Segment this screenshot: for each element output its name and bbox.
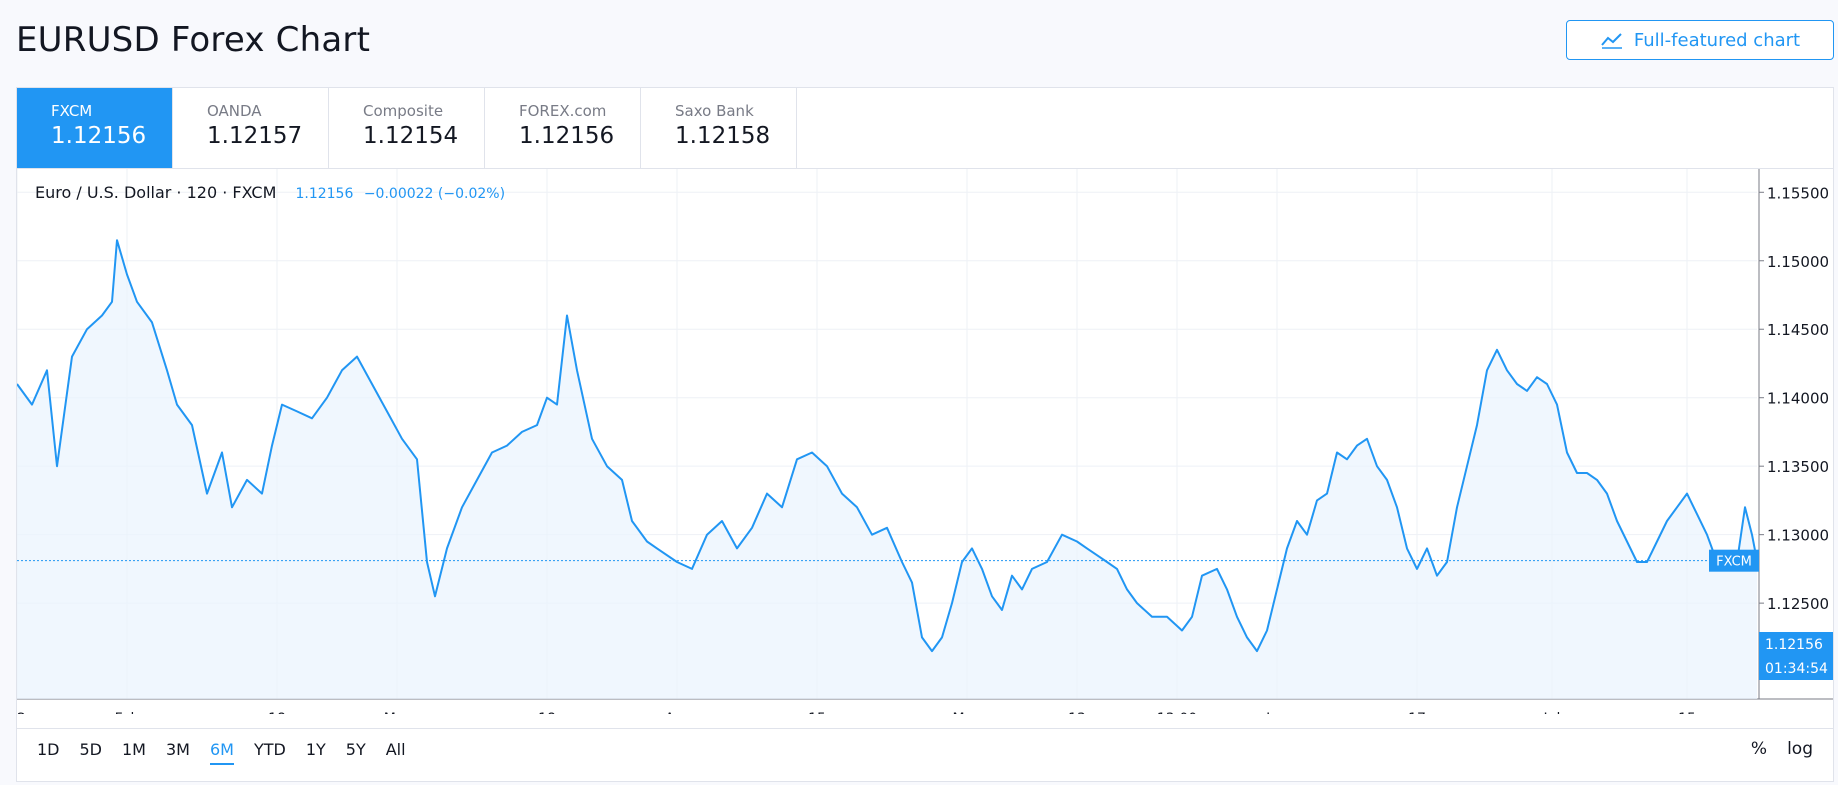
tab-source-label: Composite bbox=[363, 102, 444, 120]
tab-price: 1.12154 bbox=[363, 123, 459, 149]
x-tick-label: 18 bbox=[538, 711, 556, 714]
tab-saxo-bank[interactable]: Saxo Bank 1.12158 bbox=[641, 88, 797, 168]
tab-price: 1.12156 bbox=[519, 123, 615, 149]
y-tick-label: 1.14000 bbox=[1767, 390, 1829, 408]
x-tick-label: Mar bbox=[384, 711, 411, 714]
x-tick-label: 17 bbox=[1408, 711, 1426, 714]
tab-forex-com[interactable]: FOREX.com 1.12156 bbox=[485, 88, 641, 168]
countdown-tag bbox=[1759, 656, 1833, 680]
range-3m[interactable]: 3M bbox=[165, 739, 190, 759]
source-tabs: FXCM 1.12156 OANDA 1.12157 Composite 1.1… bbox=[17, 88, 797, 168]
x-tick-label: 15 bbox=[808, 711, 826, 714]
legend-symbol: Euro / U.S. Dollar · 120 · FXCM bbox=[35, 183, 277, 202]
y-tick-label: 1.15500 bbox=[1767, 184, 1829, 202]
series-area-fxcm bbox=[17, 240, 1757, 699]
y-tick-label: 1.14500 bbox=[1767, 321, 1829, 339]
tab-price: 1.12156 bbox=[51, 123, 147, 149]
series-line-fxcm bbox=[17, 239, 1758, 653]
chart-legend: Euro / U.S. Dollar · 120 · FXCM 1.12156 … bbox=[35, 183, 511, 202]
tab-fxcm[interactable]: FXCM 1.12156 bbox=[17, 88, 173, 168]
full-featured-chart-button[interactable]: Full-featured chart bbox=[1566, 20, 1834, 60]
range-all[interactable]: All bbox=[385, 739, 406, 759]
current-price-label: 1.12156 bbox=[1765, 637, 1823, 653]
page-title: EURUSD Forex Chart bbox=[16, 20, 371, 60]
current-price-tag bbox=[1759, 632, 1833, 656]
y-tick-label: 1.13000 bbox=[1767, 527, 1829, 545]
timeframe-toolbar: 1D 5D 1M 3M 6M YTD 1Y 5Y All % log bbox=[17, 728, 1833, 769]
price-chart[interactable]: 1.15500 1.15000 1.14500 1.14000 1.13500 1.130… bbox=[17, 169, 1833, 714]
x-tick-label: 15 bbox=[1678, 711, 1696, 714]
tab-source-label: FXCM bbox=[51, 102, 93, 120]
full-featured-chart-label: Full-featured chart bbox=[1633, 29, 1801, 51]
percent-scale-toggle[interactable]: % bbox=[1750, 739, 1768, 759]
range-1d[interactable]: 1D bbox=[37, 739, 60, 759]
series-marker-badge bbox=[1709, 549, 1759, 572]
log-scale-toggle[interactable]: log bbox=[1787, 739, 1813, 759]
scale-options: % log bbox=[1751, 729, 1833, 769]
x-tick-label: 18 bbox=[268, 711, 286, 714]
x-tick-label: Feb bbox=[115, 711, 140, 714]
y-tick-label: 1.15000 bbox=[1767, 253, 1829, 271]
range-5y[interactable]: 5Y bbox=[345, 739, 366, 759]
tab-price: 1.12157 bbox=[207, 123, 303, 149]
tab-oanda[interactable]: OANDA 1.12157 bbox=[173, 88, 329, 168]
x-tick-label: Jul bbox=[1543, 711, 1561, 714]
tab-price: 1.12158 bbox=[675, 123, 771, 149]
countdown-label: 01:34:54 bbox=[1765, 661, 1828, 677]
range-1y[interactable]: 1Y bbox=[305, 739, 326, 759]
legend-change: −0.00022 (−0.02%) bbox=[363, 186, 506, 202]
x-tick-label: Apr bbox=[665, 711, 689, 714]
series-marker-label: FXCM bbox=[1716, 555, 1752, 570]
x-tick-label: Jun bbox=[1265, 711, 1288, 714]
range-5d[interactable]: 5D bbox=[79, 739, 103, 759]
x-tick-label: 13:00 bbox=[1157, 711, 1197, 714]
legend-last-price: 1.12156 bbox=[295, 186, 354, 202]
tab-composite[interactable]: Composite 1.12154 bbox=[329, 88, 485, 168]
tab-source-label: FOREX.com bbox=[519, 102, 607, 120]
y-tick-label: 1.12500 bbox=[1767, 595, 1829, 613]
range-1m[interactable]: 1M bbox=[122, 739, 146, 759]
chart-panel: FXCM 1.12156 OANDA 1.12157 Composite 1.1… bbox=[16, 87, 1834, 782]
tab-source-label: OANDA bbox=[207, 102, 262, 120]
x-tick-label: 13 bbox=[1068, 711, 1086, 714]
range-ytd[interactable]: YTD bbox=[253, 739, 286, 759]
y-tick-label: 1.13500 bbox=[1767, 458, 1829, 476]
x-tick-label: 22 bbox=[17, 711, 26, 714]
range-6m[interactable]: 6M bbox=[209, 739, 234, 765]
tab-source-label: Saxo Bank bbox=[675, 102, 754, 120]
chart-line-icon bbox=[1601, 33, 1622, 49]
x-tick-label: May bbox=[953, 711, 982, 714]
chart-area[interactable]: 1.15500 1.15000 1.14500 1.14000 1.13500 1.130… bbox=[17, 168, 1833, 714]
